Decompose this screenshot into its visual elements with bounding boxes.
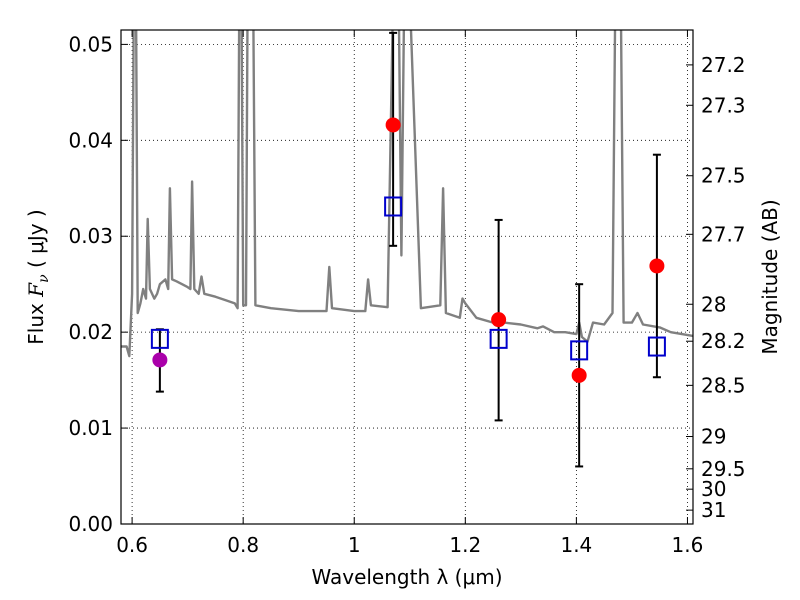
model-square [570, 340, 589, 361]
x-tick-label: 1 [348, 533, 361, 557]
mag-tick-label: 30 [701, 477, 726, 501]
model-square [150, 328, 169, 349]
y-tick-label: 0.03 [68, 224, 113, 248]
model-layer [150, 196, 666, 361]
spectrum-layer [121, 30, 693, 358]
y-tick-label: 0.02 [68, 320, 113, 344]
model-square [647, 336, 666, 357]
measured-point [152, 352, 168, 368]
mag-tick-label: 29.5 [701, 457, 746, 481]
measured-point [385, 117, 401, 133]
spectrum-line [121, 30, 693, 358]
measured-point [491, 312, 507, 328]
grid [121, 30, 693, 525]
y2-axis-title: Magnitude (AB) [758, 199, 782, 354]
mag-tick-label: 29 [701, 425, 726, 449]
tick-labels: 0.6 0.8 1 1.2 1.4 1.6 0.00 0.01 0.02 0.03 0.04 0.05… [68, 32, 745, 557]
mag-tick-label: 28 [701, 292, 726, 316]
mag-tick-label: 27.5 [701, 164, 746, 188]
mag-tick-label: 27.3 [701, 93, 746, 117]
y-tick-label: 0.00 [68, 512, 113, 536]
x-tick-label: 0.8 [227, 533, 259, 557]
mag-tick-label: 31 [701, 498, 726, 522]
mag-tick-label: 28.5 [701, 373, 746, 397]
y-tick-label: 0.05 [68, 32, 113, 56]
x-tick-label: 1.4 [560, 533, 592, 557]
x-tick-label: 0.6 [116, 533, 148, 557]
model-square [384, 196, 403, 217]
y-tick-label: 0.04 [68, 128, 113, 152]
y-tick-label: 0.01 [68, 416, 113, 440]
x-tick-label: 1.2 [449, 533, 481, 557]
y-axis-title: Flux Fν ( μJy ) [24, 209, 52, 344]
x-tick-label: 1.6 [672, 533, 704, 557]
axis-ticks [121, 30, 693, 525]
errorbar-layer [155, 31, 661, 468]
measured-points-layer [152, 117, 665, 383]
mag-tick-label: 27.2 [701, 53, 746, 77]
measured-point [649, 258, 665, 274]
plot-frame [120, 29, 694, 525]
x-axis-title: Wavelength λ (μm) [311, 565, 502, 589]
mag-tick-label: 27.7 [701, 222, 746, 246]
mag-tick-label: 28.2 [701, 329, 746, 353]
measured-point [571, 367, 587, 383]
model-square [489, 328, 508, 349]
